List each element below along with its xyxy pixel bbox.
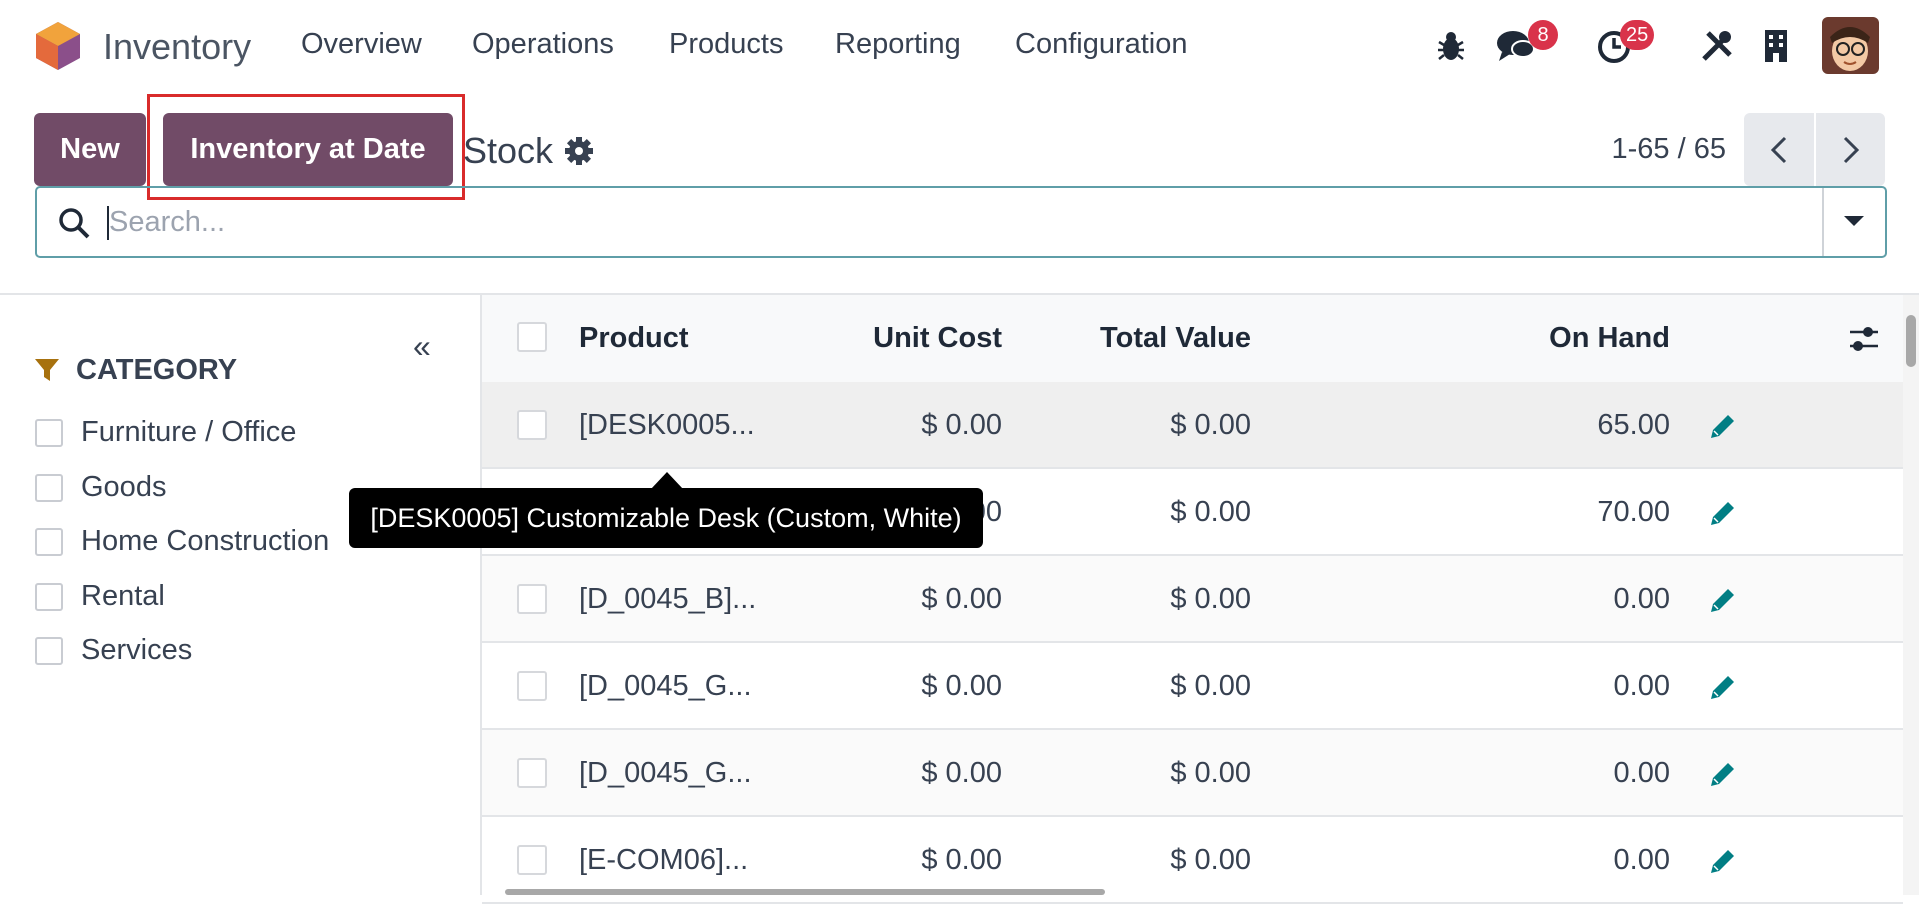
new-button[interactable]: New [34,113,146,186]
table-cell: $ 0.00 [1170,844,1251,876]
menu-item[interactable]: Overview [301,28,422,60]
menu-item[interactable]: Reporting [835,28,961,60]
highlight-box [147,94,465,200]
table-cell: $ 0.00 [921,409,1002,441]
table-cell: $ 0.00 [1170,670,1251,702]
navbar: Inventory Overview Operations Products Repo… [0,0,1919,92]
pager-previous[interactable] [1768,135,1790,165]
table-cell: 65.00 [1597,409,1670,441]
table-cell: 0.00 [1613,844,1670,876]
pager: 1-65 / 65 [1611,133,1726,165]
pager-buttons [1744,113,1885,186]
separator [0,293,1919,295]
row-checkbox[interactable] [517,758,547,788]
app-logo[interactable] [36,22,80,70]
category-checkbox[interactable] [35,473,63,502]
table-cell: 0.00 [1613,757,1670,789]
inventory-at-date-button[interactable]: Inventory at Date [163,113,453,186]
edit-button[interactable] [1708,585,1738,615]
category-checkbox[interactable] [35,419,63,447]
table-row[interactable] [482,382,1903,469]
collapse-sidebar[interactable]: « [413,328,431,364]
table-header [482,295,1903,384]
category-checkbox[interactable] [35,637,63,665]
category-item[interactable]: Services [81,634,193,666]
debug-icon[interactable] [1436,30,1466,62]
table-row[interactable] [482,730,1903,817]
edit-button[interactable] [1708,672,1738,702]
row-checkbox[interactable] [517,410,547,440]
table-cell: [D_0045_G... [579,670,752,702]
column-header[interactable]: Total Value [1100,322,1251,354]
edit-button[interactable] [1708,411,1738,441]
category-checkbox[interactable] [35,582,63,611]
activities-badge: 25 [1620,20,1655,50]
table-cell: $ 0.00 [1170,757,1251,789]
category-checkbox[interactable] [35,528,63,556]
table-cell: [DESK0005... [579,409,755,441]
sidebar [0,295,482,895]
row-checkbox[interactable] [517,845,547,875]
table-cell: [D_0045_G... [579,757,752,789]
table-cell: $ 0.00 [1170,496,1251,528]
table-cell: $ 0.00 [1170,409,1251,441]
table-cell: 0.00 [1613,670,1670,702]
search-bar[interactable]: Search... [35,186,1887,258]
tooltip: [DESK0005] Customizable Desk (Custom, Wh… [349,488,983,548]
category-item[interactable]: Goods [81,470,167,503]
menu-item[interactable]: Configuration [1015,28,1188,60]
table-cell: [E-COM06]... [579,844,749,876]
breadcrumb: Stock [463,130,554,171]
category-item[interactable]: Rental [81,579,165,612]
search-placeholder: Search... [109,206,226,238]
edit-button[interactable] [1708,846,1738,876]
user-avatar[interactable] [1822,17,1879,74]
company-icon[interactable] [1762,29,1790,63]
edit-button[interactable] [1708,759,1738,789]
column-header[interactable]: On Hand [1549,322,1670,354]
row-checkbox[interactable] [517,584,547,614]
horizontal-scrollbar [505,889,1105,895]
column-header[interactable]: Product [579,322,689,354]
row-checkbox[interactable] [517,671,547,701]
table-cell: $ 0.00 [921,757,1002,789]
vertical-scrollbar [1903,295,1919,895]
app-name[interactable]: Inventory [103,26,252,67]
table-cell: $ 0.00 [1170,583,1251,615]
optional-columns-toggle[interactable] [1848,324,1880,354]
pager-next[interactable] [1840,135,1862,165]
table-row[interactable] [482,556,1903,643]
table-cell: 0.00 [1613,583,1670,615]
edit-button[interactable] [1708,498,1738,528]
table-cell: [D_0045_B]... [579,583,757,615]
table-row[interactable] [482,643,1903,730]
table-cell: $ 0.00 [921,844,1002,876]
search-dropdown[interactable] [1843,214,1865,228]
table-cell: 70.00 [1597,496,1670,528]
messages-badge: 8 [1528,20,1558,50]
category-heading: CATEGORY [76,354,238,386]
search-icon [59,208,90,239]
tooltip-arrow [651,472,683,489]
menu-item[interactable]: Operations [472,28,614,60]
select-all-checkbox[interactable] [517,322,547,352]
filter-icon [35,359,59,381]
menu-item[interactable]: Products [669,28,784,60]
column-header[interactable]: Unit Cost [873,322,1002,354]
category-item[interactable]: Home Construction [81,525,330,557]
table-cell: $ 0.00 [921,583,1002,615]
category-item[interactable]: Furniture / Office [81,416,297,448]
messages-icon[interactable] [1496,28,1536,64]
gear-icon[interactable] [564,136,594,166]
table-cell: $ 0.00 [921,670,1002,702]
settings-tools-icon[interactable] [1700,29,1734,63]
